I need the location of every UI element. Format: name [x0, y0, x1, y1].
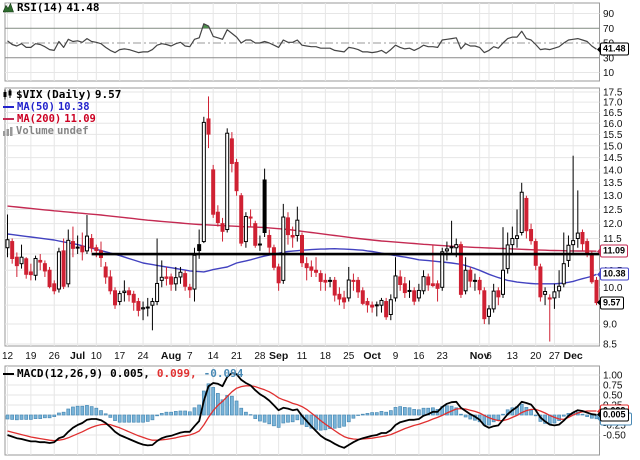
ma200-label: MA(200): [17, 113, 62, 125]
ma200-value-tag: 11.09: [600, 244, 629, 258]
svg-text:14: 14: [208, 351, 220, 362]
svg-text:Aug: Aug: [161, 350, 181, 362]
svg-text:17.5: 17.5: [603, 88, 623, 99]
svg-text:-0.25: -0.25: [603, 421, 626, 432]
svg-text:0.75: 0.75: [603, 381, 623, 392]
svg-text:13.0: 13.0: [603, 191, 623, 202]
ma50-label: MA(50): [17, 101, 55, 113]
timeframe-label: (Daily): [45, 88, 92, 101]
svg-text:12: 12: [2, 351, 14, 362]
rsi-legend-label: RSI(14): [17, 1, 64, 14]
macd-panel: 1.000.750.500.250.00-0.25-0.50: [4, 365, 626, 456]
svg-text:Dec: Dec: [563, 350, 582, 362]
svg-text:21: 21: [231, 351, 243, 362]
svg-text:Sep: Sep: [269, 350, 288, 362]
svg-text:11: 11: [297, 351, 308, 362]
candlestick-icon: [3, 89, 12, 100]
svg-text:10.0: 10.0: [603, 283, 623, 294]
svg-text:0.50: 0.50: [603, 391, 623, 402]
candles-layer: [5, 96, 599, 342]
svg-text:10: 10: [603, 68, 615, 79]
svg-text:12.5: 12.5: [603, 205, 623, 216]
svg-text:1.00: 1.00: [603, 371, 623, 382]
svg-text:17.0: 17.0: [603, 98, 623, 109]
svg-text:17: 17: [114, 351, 126, 362]
macd-legend: MACD(12,26,9) 0.005, 0.099, -0.094: [3, 367, 243, 380]
svg-text:16: 16: [413, 351, 425, 362]
ma200-line-swatch: [3, 118, 14, 120]
svg-text:30: 30: [603, 53, 615, 64]
svg-text:15.5: 15.5: [603, 130, 623, 141]
svg-text:8.5: 8.5: [603, 340, 617, 351]
svg-text:18: 18: [320, 351, 332, 362]
volume-bars-icon: [3, 126, 13, 136]
rsi-value-tag: 41.48: [600, 42, 629, 56]
macd-line-tag: 0.005: [600, 408, 629, 422]
svg-text:27: 27: [549, 351, 561, 362]
svg-text:13: 13: [507, 351, 519, 362]
svg-text:Nov: Nov: [470, 350, 490, 362]
macd-signal-value: 0.099,: [156, 367, 197, 380]
svg-text:Jul: Jul: [70, 350, 85, 362]
ma50-line-swatch: [3, 106, 14, 108]
volume-value: undef: [56, 125, 89, 137]
ma50-value: 10.38: [57, 101, 90, 113]
svg-text:15.0: 15.0: [603, 141, 623, 152]
svg-text:16.0: 16.0: [603, 119, 623, 130]
svg-text:Oct: Oct: [363, 350, 381, 362]
ma200-value: 11.09: [64, 113, 96, 125]
date-axis: 12 19 26 Jul 10 17 24 Aug 7 14 21 28 Sep 11 18 25 Oct 9 16…: [2, 350, 583, 362]
svg-text:25: 25: [343, 351, 355, 362]
price-panel: 17.517.016.516.015.515.014.514.0 13.5 13.0…: [4, 87, 623, 351]
last-price-value: 9.57: [94, 88, 122, 101]
svg-text:16.5: 16.5: [603, 108, 623, 119]
svg-text:7: 7: [187, 351, 193, 362]
svg-text:12.0: 12.0: [603, 219, 623, 230]
volume-label: Volume: [16, 125, 54, 137]
svg-text:9: 9: [393, 351, 399, 362]
macd-label: MACD(12,26,9): [17, 367, 104, 380]
area-chart-icon: [3, 2, 14, 12]
svg-text:14.0: 14.0: [603, 165, 623, 176]
svg-text:9.0: 9.0: [603, 320, 617, 331]
rsi-legend: RSI(14) 41.48: [3, 1, 99, 14]
svg-text:23: 23: [437, 351, 449, 362]
svg-text:13.5: 13.5: [603, 178, 623, 189]
ma50-value-tag: 10.38: [600, 267, 629, 281]
macd-value: 0.005,: [110, 367, 150, 380]
svg-text:26: 26: [49, 351, 61, 362]
ma50-legend-row: MA(50) 10.38: [3, 101, 90, 113]
price-legend: $VIX (Daily) 9.57 MA(50) 10.38 MA(200) 1…: [3, 88, 121, 137]
volume-legend-row: Volume undef: [3, 125, 89, 137]
svg-text:11.5: 11.5: [603, 234, 622, 245]
svg-text:90: 90: [603, 9, 615, 20]
ma200-legend-row: MA(200) 11.09: [3, 113, 96, 125]
macd-line-swatch: [3, 372, 14, 375]
svg-text:20: 20: [530, 351, 542, 362]
svg-text:6: 6: [486, 351, 492, 362]
svg-text:24: 24: [138, 351, 150, 362]
symbol-label: $VIX: [16, 88, 43, 101]
rsi-legend-value: 41.48: [66, 1, 100, 14]
svg-text:14.5: 14.5: [603, 153, 623, 164]
svg-text:70: 70: [603, 24, 615, 35]
last-price-tag: 9.57: [600, 296, 624, 310]
macd-hist-value: -0.094: [203, 367, 244, 380]
svg-text:10: 10: [91, 351, 103, 362]
rsi-panel: 9070503010: [4, 2, 615, 82]
svg-text:-0.50: -0.50: [603, 431, 626, 442]
macd-histogram: [5, 383, 599, 431]
svg-text:28: 28: [254, 351, 266, 362]
svg-text:19: 19: [25, 351, 37, 362]
symbol-title-row: $VIX (Daily) 9.57: [3, 88, 121, 101]
